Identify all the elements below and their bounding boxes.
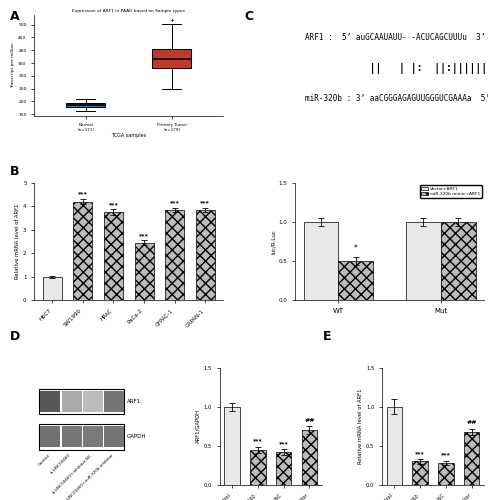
- Text: A: A: [10, 10, 20, 23]
- Bar: [61, 426, 81, 448]
- Text: ##: ##: [466, 420, 476, 426]
- Text: ***: ***: [78, 192, 87, 196]
- Text: ARF1: ARF1: [126, 399, 141, 404]
- Bar: [43, 277, 61, 300]
- Text: GAPDH: GAPDH: [126, 434, 146, 440]
- Y-axis label: luc/R-Luc: luc/R-Luc: [270, 229, 275, 254]
- Bar: [386, 406, 401, 485]
- Y-axis label: Transcript per million: Transcript per million: [11, 42, 16, 88]
- Bar: [134, 243, 153, 300]
- Text: ***: ***: [108, 202, 118, 207]
- Bar: [41, 391, 61, 412]
- Bar: [338, 261, 372, 300]
- Text: B: B: [10, 165, 19, 178]
- Bar: [41, 426, 61, 448]
- Bar: [39, 424, 124, 450]
- Text: miR-320b : 3’ aaCGGGAGAGUUGGGUCGAAAa  5’: miR-320b : 3’ aaCGGGAGAGUUGGGUCGAAAa 5’: [304, 94, 488, 102]
- Bar: [83, 391, 103, 412]
- Text: *: *: [353, 244, 357, 254]
- Text: E: E: [322, 330, 330, 343]
- Bar: [275, 452, 291, 485]
- Text: si-LINC00460+miR-320b inhibitor: si-LINC00460+miR-320b inhibitor: [62, 454, 114, 500]
- Legend: Vector+ARF1, miR-320b mimic+ARF1: Vector+ARF1, miR-320b mimic+ARF1: [419, 185, 481, 198]
- Text: C: C: [244, 10, 253, 23]
- Bar: [463, 432, 479, 485]
- Text: ***: ***: [200, 200, 210, 205]
- Text: ***: ***: [169, 200, 179, 205]
- Bar: [195, 210, 214, 300]
- Title: Expression of ARF1 in PAAD based on Sample types: Expression of ARF1 in PAAD based on Samp…: [72, 9, 185, 13]
- Bar: [104, 426, 124, 448]
- Bar: [412, 462, 427, 485]
- Y-axis label: ARF1/GAPDH: ARF1/GAPDH: [196, 409, 201, 443]
- Bar: [61, 391, 81, 412]
- Bar: [437, 463, 453, 485]
- Text: ARF1 :  5’ auGCAAUAUU- -ACUCAGCUUUu  3’: ARF1 : 5’ auGCAAUAUU- -ACUCAGCUUUu 3’: [304, 33, 484, 42]
- Text: ***: ***: [440, 452, 450, 458]
- Bar: [440, 222, 474, 300]
- Text: D: D: [10, 330, 20, 343]
- Bar: [301, 430, 316, 485]
- Text: ***: ***: [414, 451, 424, 456]
- Bar: [39, 388, 124, 414]
- Text: ***: ***: [252, 438, 262, 444]
- Bar: [104, 212, 122, 300]
- X-axis label: TCGA samples: TCGA samples: [111, 134, 146, 138]
- Bar: [165, 210, 183, 300]
- Text: ##: ##: [304, 418, 314, 423]
- Y-axis label: Relative mRNA level of ARF1: Relative mRNA level of ARF1: [358, 388, 363, 464]
- Text: si-LINC00460: si-LINC00460: [50, 454, 72, 475]
- Y-axis label: Relative mRNA level of ARF1: Relative mRNA level of ARF1: [15, 204, 20, 280]
- Bar: [303, 222, 338, 300]
- Text: ***: ***: [139, 233, 149, 238]
- Text: Control: Control: [37, 454, 50, 466]
- Bar: [405, 222, 440, 300]
- Text: si-LINC00460+inhibitor-NC: si-LINC00460+inhibitor-NC: [51, 454, 93, 495]
- Text: ***: ***: [278, 441, 288, 446]
- Bar: [83, 426, 103, 448]
- Bar: [224, 406, 239, 485]
- Bar: [73, 202, 92, 300]
- Bar: [104, 391, 124, 412]
- PathPatch shape: [66, 103, 105, 106]
- PathPatch shape: [152, 50, 191, 68]
- Bar: [249, 450, 265, 485]
- Text: ||   | |:  ||:||||||||: || | |: ||:||||||||: [304, 64, 488, 74]
